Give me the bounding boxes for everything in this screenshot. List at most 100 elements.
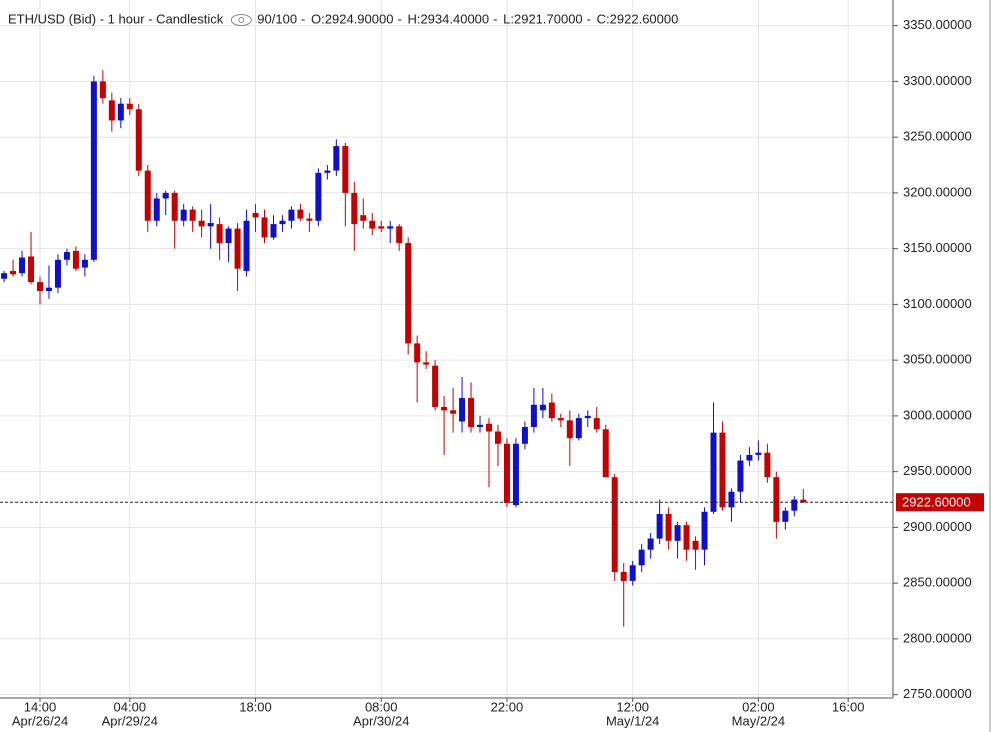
bar-count: 90/100	[257, 11, 297, 26]
candle-body	[297, 209, 304, 219]
y-tick-label: 2900.00000	[903, 519, 972, 534]
x-tick-label: 22:00	[491, 699, 524, 714]
candle-body	[477, 424, 484, 428]
candle-body	[620, 572, 627, 581]
candle-body	[387, 226, 394, 229]
candle-body	[189, 209, 196, 221]
y-tick-label: 3150.00000	[903, 240, 972, 255]
candle-body	[602, 429, 609, 478]
candle-body	[800, 499, 807, 503]
labels: 2750.00000 2800.00000 2850.00000 2900.00000…	[12, 17, 984, 728]
last-price-box	[896, 493, 984, 512]
candle-body	[441, 406, 448, 411]
candle-body	[647, 538, 654, 550]
last-price-label: 2922.60000	[902, 495, 971, 510]
chart-title: ETH/USD (Bid) - 1 hour - Candlestick	[8, 11, 224, 26]
separator: -	[397, 11, 401, 26]
candle-body	[63, 251, 70, 260]
separator: -	[493, 11, 497, 26]
candle-body	[171, 192, 178, 221]
candle-body	[414, 343, 421, 363]
separator: -	[587, 11, 591, 26]
candle-body	[369, 220, 376, 229]
candle-body	[279, 220, 286, 225]
candle-body	[719, 432, 726, 508]
candle-body	[521, 427, 528, 444]
x-date-label: Apr/29/24	[102, 713, 158, 728]
candle-body	[674, 525, 681, 541]
candle-body	[81, 259, 88, 268]
x-tick-label: 14:00	[24, 699, 57, 714]
candle-body	[45, 287, 52, 292]
x-date-label: May/1/24	[606, 713, 659, 728]
y-tick-label: 3200.00000	[903, 184, 972, 199]
x-tick-label: 04:00	[114, 699, 147, 714]
y-tick-label: 3050.00000	[903, 352, 972, 367]
candle-body	[180, 209, 187, 221]
candle-body	[683, 525, 690, 550]
x-date-label: Apr/30/24	[353, 713, 409, 728]
candle-body	[728, 491, 735, 508]
candle-body	[737, 460, 744, 492]
candle-body	[153, 198, 160, 221]
candle-body	[746, 454, 753, 461]
candle-body	[486, 423, 492, 432]
ohlc-readout: C:2922.60000	[597, 11, 679, 26]
y-tick-label: 3100.00000	[903, 296, 972, 311]
y-tick-label: 3000.00000	[903, 407, 972, 422]
candle-body	[207, 223, 214, 227]
x-tick-label: 02:00	[742, 699, 775, 714]
candle-body	[117, 103, 124, 121]
candle-body	[333, 146, 340, 171]
x-tick-label: 12:00	[616, 699, 649, 714]
candle-body	[692, 540, 699, 550]
candle-body	[701, 511, 708, 550]
x-tick-label: 18:00	[239, 699, 272, 714]
candle-body	[216, 224, 223, 244]
candle-body	[593, 418, 600, 430]
candle-body	[548, 402, 555, 419]
candle-body	[629, 565, 636, 581]
separator: -	[301, 11, 305, 26]
eye-pupil	[238, 17, 245, 23]
x-tick-label: 16:00	[832, 699, 865, 714]
candle-body	[90, 81, 97, 260]
candle-body	[135, 109, 142, 171]
y-tick-label: 3300.00000	[903, 73, 972, 88]
y-tick-label: 2850.00000	[903, 575, 972, 590]
candle-body	[503, 443, 510, 503]
candle-body	[450, 410, 457, 414]
candle-body	[459, 398, 466, 422]
candle-body	[144, 170, 151, 221]
candle-body	[539, 404, 546, 411]
grid	[0, 0, 893, 698]
y-tick-label: 2950.00000	[903, 463, 972, 478]
candle-body	[225, 228, 232, 244]
header: ETH/USD (Bid) - 1 hour - Candlestick 90/1…	[8, 11, 678, 26]
candle-body	[791, 499, 798, 511]
candle-body	[468, 398, 475, 428]
candle-body	[575, 418, 582, 439]
candle-body	[243, 220, 250, 271]
candles	[0, 70, 893, 627]
candle-body	[530, 404, 537, 428]
candle-body	[1, 273, 8, 279]
candle-body	[423, 362, 430, 365]
candle-body	[108, 100, 115, 121]
y-tick-label: 3350.00000	[903, 17, 972, 32]
candle-body	[99, 81, 106, 99]
candle-body	[755, 452, 762, 455]
candle-body	[378, 226, 385, 229]
candle-body	[315, 172, 322, 221]
candle-body	[28, 256, 35, 283]
candle-body	[710, 432, 717, 512]
candle-body	[252, 212, 259, 218]
candle-body	[773, 477, 780, 522]
candle-body	[584, 415, 591, 419]
candle-body	[360, 215, 367, 221]
candle-body	[261, 217, 268, 238]
x-date-label: May/2/24	[732, 713, 785, 728]
ohlc-readout: H:2934.40000	[407, 11, 489, 26]
